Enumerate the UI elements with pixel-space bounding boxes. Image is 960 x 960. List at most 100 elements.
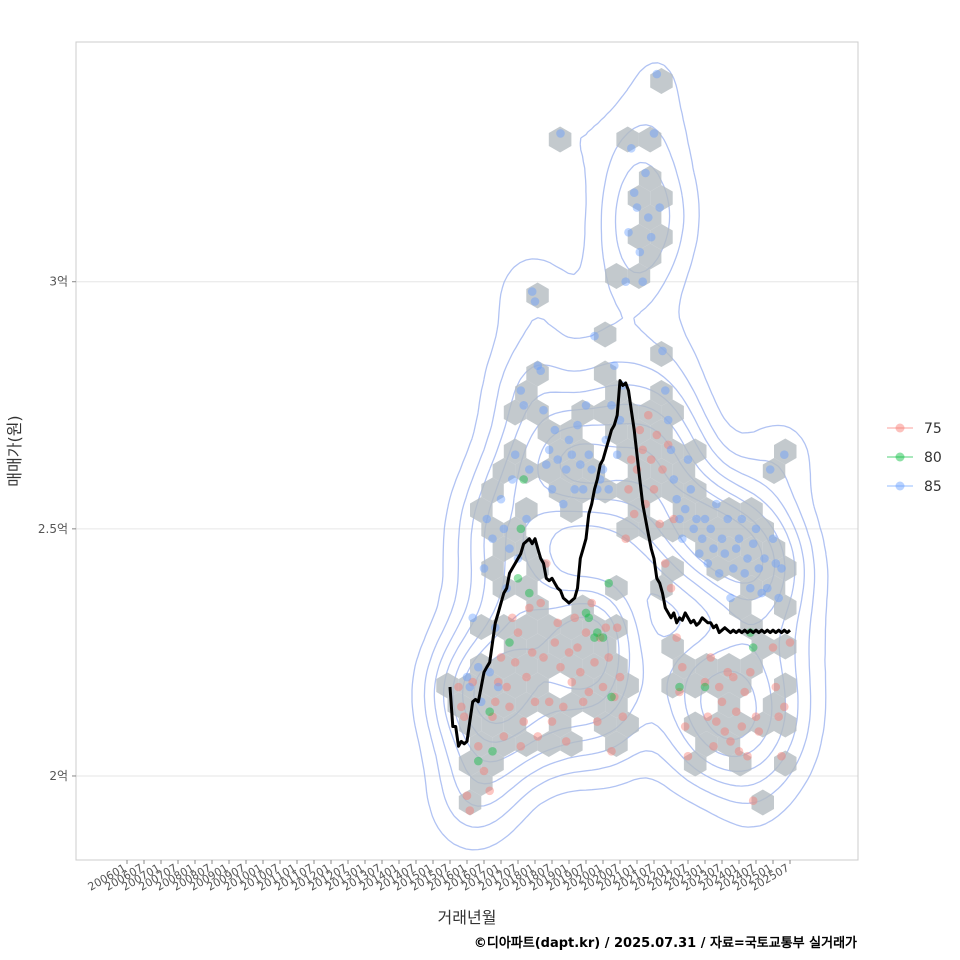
hexbin-cell — [650, 341, 673, 367]
scatter-point-85 — [505, 544, 514, 553]
hexbin-cell — [526, 594, 549, 621]
hexbin-cell — [683, 672, 707, 699]
scatter-point-85 — [697, 534, 707, 543]
hexbin-cell — [526, 282, 549, 309]
scatter-point-75 — [774, 712, 783, 721]
hexbin-cell — [717, 731, 741, 757]
scatter-point-85 — [629, 188, 639, 197]
scatter-point-85 — [539, 405, 548, 415]
hexbin-cell — [762, 458, 786, 484]
scatter-point-80 — [525, 588, 534, 598]
scatter-point-85 — [632, 203, 642, 212]
hexbin-cell — [503, 438, 527, 465]
hexbin-cell — [706, 516, 729, 543]
scatter-point-85 — [576, 460, 585, 469]
hexbin-cell — [683, 711, 707, 738]
legend: 75 80 85 — [887, 421, 942, 495]
hexbin-cell — [515, 731, 538, 757]
scatter-point-80 — [505, 638, 514, 647]
hexbin-cell — [537, 692, 561, 718]
scatter-point-85 — [680, 504, 690, 514]
scatter-point-80 — [700, 682, 710, 692]
hexbin-cell — [650, 458, 673, 484]
scatter-point-85 — [780, 450, 789, 460]
hexbin-cell — [537, 731, 561, 757]
hexbin-cell — [470, 497, 493, 523]
scatter-point-75 — [544, 697, 554, 707]
hexbin-cell — [683, 516, 707, 543]
scatter-point-85 — [547, 485, 557, 494]
hexbin-cell — [515, 653, 538, 679]
hexbin-cell — [537, 419, 561, 445]
scatter-point-85 — [706, 524, 715, 534]
hexbin-cell — [762, 692, 786, 718]
hexbin-cell — [650, 380, 673, 406]
hexbin-cell — [503, 516, 527, 543]
scatter-point-75 — [604, 653, 613, 662]
scatter-point-75 — [655, 519, 664, 529]
legend-label: 80 — [924, 450, 942, 466]
scatter-point-75 — [584, 687, 594, 697]
scatter-point-85 — [723, 514, 732, 524]
hexbin-cell — [526, 360, 549, 387]
scatter-point-85 — [695, 549, 704, 558]
scatter-point-85 — [550, 425, 560, 435]
scatter-point-75 — [646, 455, 656, 464]
hexbin-cell — [616, 438, 639, 465]
hexbin-cell — [492, 653, 516, 679]
hexbin-cell — [774, 555, 797, 582]
hexbin-cell — [605, 614, 628, 640]
hexbin-cell — [717, 497, 741, 523]
scatter-point-75 — [672, 633, 681, 642]
scatter-point-85 — [686, 485, 696, 494]
hexbin-cell — [774, 750, 797, 777]
scatter-point-75 — [513, 628, 523, 637]
hexbin-cell — [481, 516, 504, 543]
scatter-point-85 — [559, 499, 568, 509]
scatter-point-75 — [576, 667, 585, 677]
hexbin-cell — [661, 399, 684, 426]
scatter-point-85 — [556, 129, 565, 138]
scatter-point-85 — [474, 662, 483, 672]
scatter-point-85 — [774, 593, 783, 603]
hexbin-cell — [661, 555, 684, 582]
hexbin-cell — [661, 438, 684, 465]
hexbin-cell — [560, 692, 583, 718]
scatter-point-80 — [593, 628, 602, 637]
scatter-point-85 — [712, 499, 721, 509]
scatter-point-75 — [652, 430, 662, 440]
hexbin-cell — [729, 711, 752, 738]
scatter-point-75 — [669, 514, 679, 524]
scatter-point-75 — [525, 603, 534, 613]
scatter-point-85 — [658, 346, 667, 356]
hexbin-cell — [605, 419, 628, 445]
scatter-point-75 — [666, 583, 676, 593]
scatter-point-75 — [493, 677, 503, 687]
hexbin-cell — [560, 458, 583, 484]
scatter-point-85 — [652, 69, 662, 79]
hexbin-cell — [774, 711, 797, 738]
scatter-point-85 — [621, 277, 630, 287]
scatter-point-75 — [590, 658, 599, 667]
scatter-point-75 — [785, 638, 795, 647]
source-caption: ©디아파트(dapt.kr) / 2025.07.31 / 자료=국토교통부 실… — [474, 935, 857, 951]
scatter-point-85 — [717, 534, 727, 543]
hexbin-cell — [548, 633, 572, 660]
scatter-point-80 — [519, 475, 528, 484]
scatter-point-85 — [468, 613, 478, 623]
scatter-point-75 — [615, 672, 625, 682]
scatter-point-75 — [729, 672, 738, 682]
scatter-point-85 — [465, 682, 475, 692]
hexbin-cell — [560, 419, 583, 445]
scatter-point-75 — [522, 672, 531, 682]
legend-key-point — [895, 423, 905, 433]
scatter-point-85 — [771, 559, 781, 568]
scatter-point-75 — [553, 618, 562, 628]
scatter-point-75 — [734, 747, 744, 756]
scatter-point-85 — [584, 450, 594, 460]
scatter-point-85 — [669, 475, 679, 484]
scatter-point-75 — [474, 742, 483, 751]
scatter-point-75 — [564, 648, 574, 657]
hexbin-cell — [526, 633, 549, 660]
legend-label: 85 — [924, 479, 942, 495]
